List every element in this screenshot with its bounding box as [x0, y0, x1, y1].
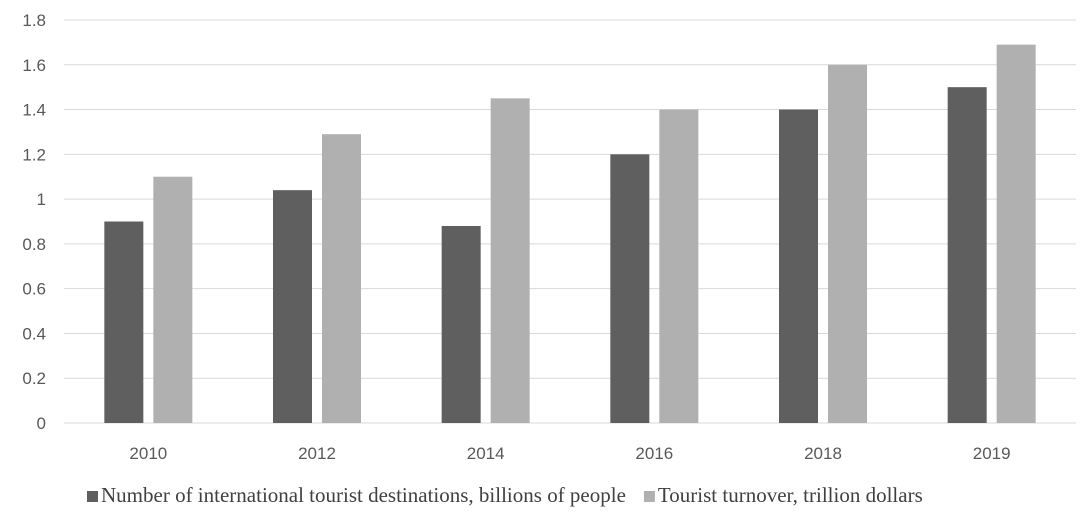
bar-series-1-2010: [104, 221, 144, 423]
y-tick-label: 0.4: [22, 324, 46, 343]
y-tick-label: 1.8: [22, 11, 46, 30]
y-tick-label: 0: [37, 414, 46, 433]
bar-series-2-2018: [828, 64, 867, 424]
legend-label-series-2: Tourist turnover, trillion dollars: [658, 483, 923, 507]
bars: [104, 44, 1036, 424]
x-tick-label: 2018: [804, 444, 842, 463]
legend-swatch-series-1: [87, 491, 98, 502]
x-tick-label: 2010: [129, 444, 167, 463]
bar-series-1-2016: [610, 154, 650, 424]
y-tick-label: 1.6: [22, 56, 46, 75]
legend: Number of international tourist destinat…: [87, 483, 923, 507]
bar-series-2-2014: [490, 98, 530, 423]
legend-label-series-1: Number of international tourist destinat…: [101, 483, 626, 507]
bar-series-2-2019: [996, 44, 1036, 423]
legend-swatch-series-2: [643, 491, 655, 502]
bar-series-2-2010: [153, 176, 193, 423]
bar-series-1-2018: [779, 109, 818, 424]
x-tick-label: 2016: [635, 444, 673, 463]
y-axis-tick-labels: 0 0.2 0.4 0.6 0.8 1 1.2 1.4 1.6 1.8: [22, 11, 46, 433]
bar-series-1-2019: [947, 87, 987, 424]
x-axis-tick-labels: 2010 2012 2014 2016 2018 2019: [129, 444, 1010, 463]
y-tick-label: 0.6: [22, 280, 46, 299]
y-tick-label: 0.8: [22, 235, 46, 254]
x-tick-label: 2019: [973, 444, 1011, 463]
y-tick-label: 1.2: [22, 145, 46, 164]
gridlines: [64, 19, 1076, 424]
x-tick-label: 2012: [298, 444, 336, 463]
bar-series-2-2012: [322, 134, 361, 423]
y-tick-label: 0.2: [22, 369, 46, 388]
y-tick-label: 1: [37, 190, 46, 209]
bar-series-1-2012: [273, 190, 312, 423]
x-tick-label: 2014: [467, 444, 505, 463]
bar-series-2-2016: [659, 109, 699, 424]
bar-series-1-2014: [441, 225, 481, 423]
y-tick-label: 1.4: [22, 101, 46, 120]
